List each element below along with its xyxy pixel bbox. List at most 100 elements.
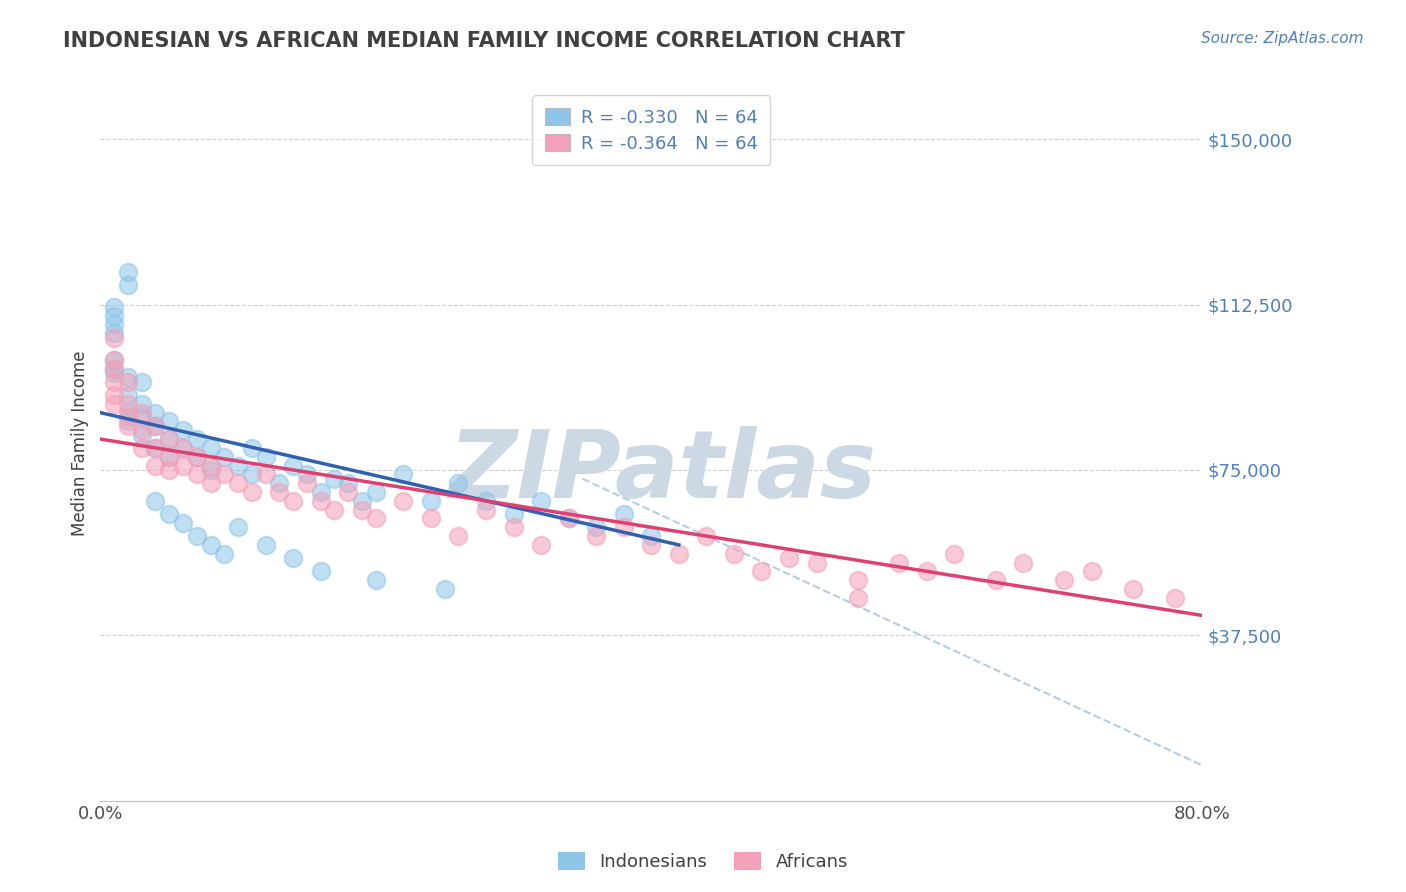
Point (695, 529, 717, 543)
Point (613, 520, 636, 534)
Point (502, 520, 524, 534)
Point (131, 406, 153, 420)
Point (447, 529, 470, 543)
Point (350, 493, 373, 508)
Point (131, 441, 153, 455)
Point (1012, 556, 1035, 570)
Point (889, 556, 911, 570)
Point (117, 370, 139, 384)
Point (157, 507, 180, 521)
Point (186, 432, 208, 446)
Point (103, 361, 125, 376)
Point (200, 463, 222, 477)
Point (475, 502, 498, 516)
Point (530, 538, 553, 552)
Point (200, 538, 222, 552)
Point (943, 547, 966, 561)
Point (157, 450, 180, 464)
Point (145, 418, 167, 433)
Point (117, 264, 139, 278)
Point (145, 493, 167, 508)
Point (131, 410, 153, 425)
Point (103, 326, 125, 341)
Point (186, 450, 208, 464)
Point (172, 441, 194, 455)
Point (117, 418, 139, 433)
Point (475, 493, 498, 508)
Point (350, 502, 373, 516)
Point (103, 352, 125, 367)
Point (502, 507, 524, 521)
Point (103, 397, 125, 411)
Point (419, 511, 441, 525)
Point (337, 485, 360, 500)
Point (915, 565, 938, 579)
Legend: R = -0.330   N = 64, R = -0.364   N = 64: R = -0.330 N = 64, R = -0.364 N = 64 (531, 95, 770, 166)
Point (323, 472, 346, 486)
Point (200, 476, 222, 491)
Point (392, 467, 415, 482)
Point (295, 467, 318, 482)
Point (131, 423, 153, 437)
Text: INDONESIAN VS AFRICAN MEDIAN FAMILY INCOME CORRELATION CHART: INDONESIAN VS AFRICAN MEDIAN FAMILY INCO… (63, 31, 905, 51)
Point (145, 418, 167, 433)
Point (1163, 591, 1185, 605)
Point (214, 467, 236, 482)
Point (240, 441, 263, 455)
Point (337, 476, 360, 491)
Point (613, 507, 636, 521)
Point (103, 331, 125, 345)
Point (283, 458, 305, 473)
Point (157, 414, 180, 428)
Point (283, 493, 305, 508)
Point (585, 520, 607, 534)
Point (117, 414, 139, 428)
Point (157, 432, 180, 446)
Point (323, 502, 346, 516)
Point (846, 591, 869, 605)
Point (751, 565, 773, 579)
Point (172, 516, 194, 530)
Point (145, 406, 167, 420)
Point (240, 485, 263, 500)
Point (157, 432, 180, 446)
Point (103, 361, 125, 376)
Point (214, 450, 236, 464)
Point (433, 582, 456, 596)
Point (640, 529, 662, 543)
Point (309, 565, 332, 579)
Point (254, 450, 277, 464)
Point (200, 458, 222, 473)
Point (295, 476, 318, 491)
Point (103, 300, 125, 314)
Point (846, 573, 869, 587)
Point (200, 441, 222, 455)
Y-axis label: Median Family Income: Median Family Income (72, 351, 89, 536)
Point (530, 493, 553, 508)
Point (283, 551, 305, 566)
Point (145, 458, 167, 473)
Point (1122, 582, 1144, 596)
Point (364, 485, 387, 500)
Point (240, 467, 263, 482)
Point (131, 427, 153, 442)
Point (117, 277, 139, 292)
Point (145, 441, 167, 455)
Point (172, 423, 194, 437)
Point (103, 309, 125, 323)
Point (1053, 573, 1076, 587)
Point (640, 538, 662, 552)
Text: ZIPatlas: ZIPatlas (449, 426, 876, 518)
Point (103, 318, 125, 332)
Point (557, 511, 579, 525)
Point (364, 573, 387, 587)
Point (309, 485, 332, 500)
Point (269, 485, 291, 500)
Point (447, 476, 470, 491)
Point (585, 529, 607, 543)
Point (226, 520, 249, 534)
Point (131, 375, 153, 389)
Point (364, 511, 387, 525)
Point (419, 493, 441, 508)
Text: Source: ZipAtlas.com: Source: ZipAtlas.com (1201, 31, 1364, 46)
